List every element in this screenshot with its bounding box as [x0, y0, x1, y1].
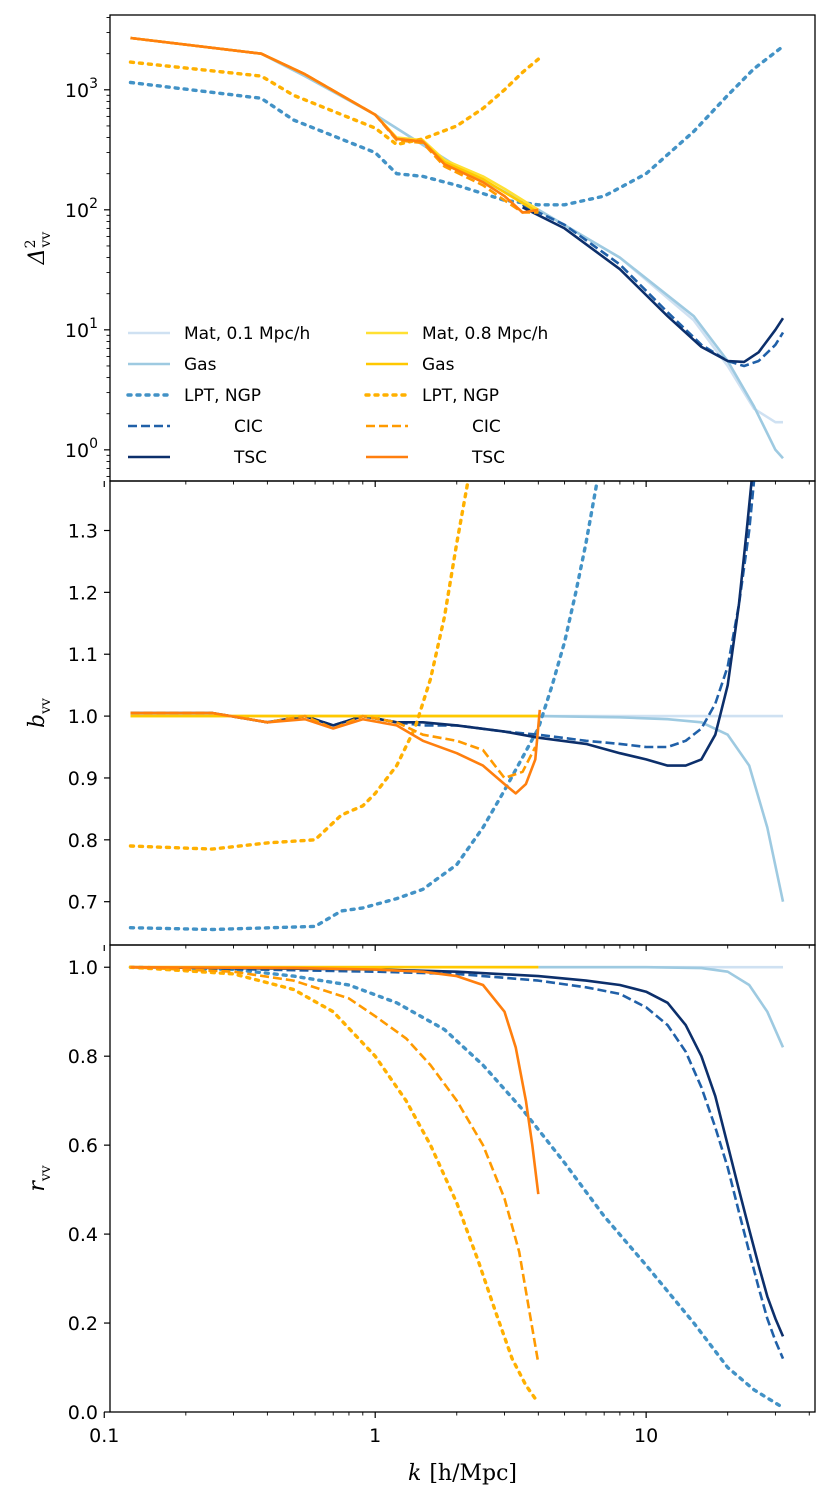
legend-label: TSC — [233, 448, 267, 468]
x-axis-label: k [h/Mpc] — [408, 1461, 517, 1486]
series-line-lpt-ngp-0-1 — [128, 44, 785, 207]
panel-top-power-spectrum: 100 101 102 103 Δ2vv — [23, 14, 816, 487]
y-tick-label: 1.3 — [68, 520, 98, 542]
series-line-tsc-0-8 — [130, 36, 539, 214]
y-tick-label: 1.1 — [68, 644, 98, 666]
axes-frame — [109, 944, 816, 1413]
y-tick-label: 102 — [65, 196, 98, 222]
series-line-cic-0-8 — [130, 965, 540, 1364]
legend: Mat, 0.1 Mpc/h Gas LPT, NGP CIC TSC Mat, 0.8 … — [126, 324, 548, 468]
series-group — [128, 965, 785, 1410]
y-axis-label: rvv — [25, 1165, 54, 1191]
legend-label: CIC — [234, 417, 263, 437]
series-line-cic-0-1 — [130, 481, 756, 749]
legend-label: LPT, NGP — [422, 386, 499, 406]
legend-label: TSC — [471, 448, 505, 468]
legend-label: CIC — [472, 417, 501, 437]
series-line-tsc-0-1 — [130, 481, 753, 767]
series-line-gas-0-1 — [538, 965, 785, 1048]
series-line-cic-0-1 — [522, 203, 785, 368]
panel-bottom-correlation: 0.0 0.2 0.4 0.6 0.8 1.0 0.1 1 10 rvv k [h/Mpc] — [25, 944, 816, 1486]
series-line-gas-0-1 — [538, 714, 785, 902]
legend-label: Mat, 0.8 Mpc/h — [422, 324, 548, 344]
y-axis-label: bvv — [25, 698, 54, 728]
series-line-tsc-0-1 — [130, 965, 785, 1337]
y-tick-label: 0.2 — [68, 1313, 98, 1335]
series-group — [128, 481, 785, 932]
y-tick-label: 1.0 — [68, 706, 98, 728]
x-tick-label: 1 — [369, 1425, 381, 1447]
y-axis-label: Δ2vv — [23, 232, 54, 266]
y-tick-label: 1.0 — [68, 957, 98, 979]
series-line-lpt-ngp-0-8 — [128, 481, 470, 851]
axes-frame — [109, 14, 816, 482]
x-tick-label: 0.1 — [89, 1425, 119, 1447]
y-tick-label: 103 — [65, 76, 98, 102]
legend-label: Mat, 0.1 Mpc/h — [184, 324, 310, 344]
legend-label: LPT, NGP — [184, 386, 261, 406]
series-line-cic-0-8 — [130, 36, 539, 214]
series-line-lpt-ngp-0-8 — [128, 965, 537, 1401]
series-line-tsc-0-8 — [130, 709, 542, 795]
y-tick-label: 1.2 — [68, 582, 98, 604]
series-line-lpt-ngp-0-1 — [128, 965, 785, 1410]
series-line-lpt-ngp-0-8 — [128, 57, 540, 147]
series-line-lpt-ngp-0-1 — [128, 481, 599, 932]
y-tick-label: 0.4 — [68, 1224, 98, 1246]
y-tick-label: 0.8 — [68, 1046, 98, 1068]
series-line-mat-0-8 — [130, 36, 539, 211]
series-line-cic-0-1 — [130, 965, 785, 1360]
legend-label: Gas — [422, 355, 455, 375]
panel-middle-bias: 0.7 0.8 0.9 1.0 1.1 1.2 1.3 bvv — [25, 480, 816, 951]
y-tick-label: 101 — [65, 316, 98, 342]
series-line-tsc-0-8 — [130, 965, 540, 1195]
series-line-cic-0-8 — [130, 711, 537, 780]
series-line-gas-0-8 — [130, 36, 539, 214]
y-tick-label: 0.6 — [68, 1135, 98, 1157]
series-line-gas-0-1 — [130, 36, 784, 460]
y-tick-label: 0.9 — [68, 768, 98, 790]
legend-label: Gas — [184, 355, 217, 375]
y-tick-label: 0.7 — [68, 892, 98, 914]
series-group — [128, 36, 785, 460]
x-tick-label: 10 — [634, 1425, 658, 1447]
y-tick-label: 0.0 — [68, 1402, 98, 1424]
y-tick-label: 0.8 — [68, 830, 98, 852]
y-tick-label: 100 — [65, 436, 98, 462]
series-line-tsc-0-1 — [522, 206, 785, 364]
